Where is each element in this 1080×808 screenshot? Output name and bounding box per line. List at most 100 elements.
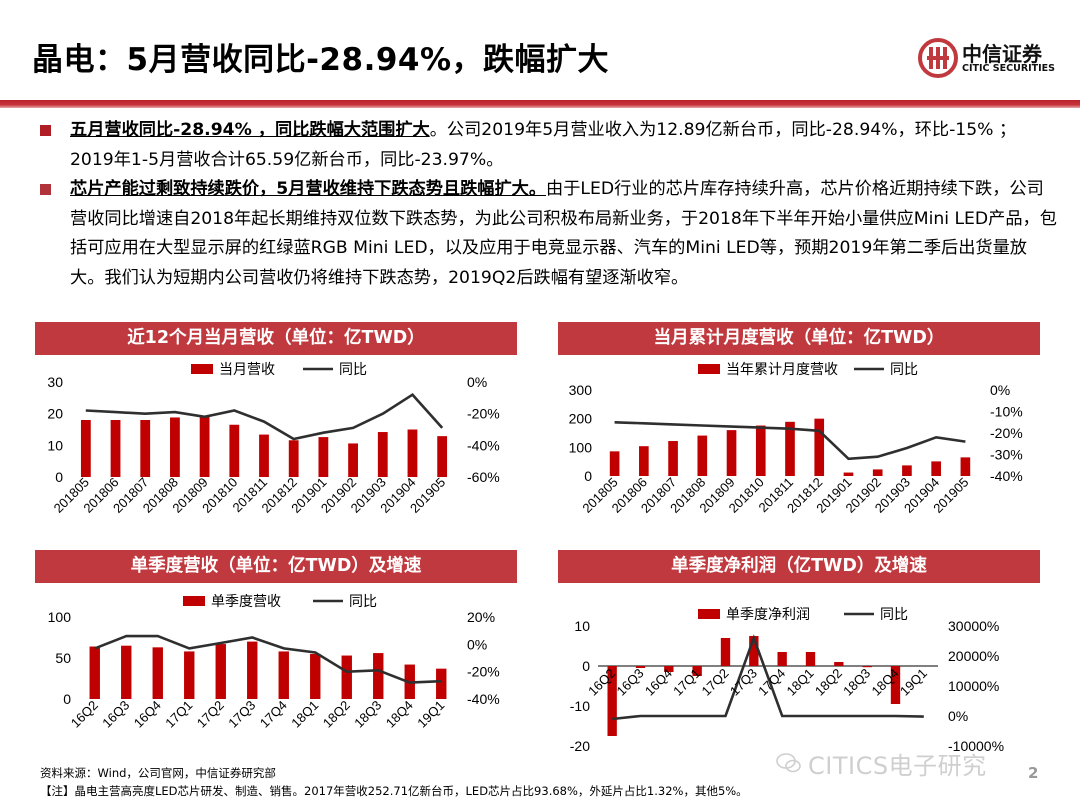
- bar: [199, 416, 210, 477]
- y-tick-label-right: -20%: [990, 425, 1023, 441]
- x-tick-label: 17Q2: [194, 698, 227, 731]
- bar: [89, 646, 100, 699]
- citic-logo: 中信证券 CITIC SECURITIES: [918, 38, 1068, 82]
- x-tick-label: 17Q2: [699, 666, 732, 699]
- bar: [755, 425, 766, 476]
- bar: [805, 652, 816, 666]
- y-tick-label-right: 20%: [467, 609, 495, 625]
- legend-bar-label: 单季度净利润: [726, 606, 810, 622]
- chart-cumulative-revenue: 0100200300-40%-30%-20%-10%0%201805201806…: [569, 361, 1023, 516]
- yoy-line: [612, 634, 924, 721]
- chart-quarterly-profit: -20-10010-10000%0%10000%20000%30000%16Q2…: [570, 606, 1004, 754]
- bar: [215, 644, 226, 699]
- bullet-marker: [40, 184, 51, 195]
- yoy-line: [94, 634, 442, 684]
- bar: [862, 666, 872, 668]
- bar: [348, 443, 358, 477]
- bar: [278, 651, 289, 699]
- bar: [890, 666, 901, 704]
- source-note: 资料来源：Wind，公司官网，中信证券研究部: [40, 766, 276, 780]
- y-tick-label-left: 50: [55, 650, 71, 666]
- y-tick-label-right: -10%: [990, 404, 1023, 420]
- bar: [436, 668, 447, 699]
- chart-monthly-revenue: 0102030-60%-40%-20%0%2018052018062018072…: [47, 361, 500, 516]
- legend-bar-swatch: [698, 364, 720, 374]
- y-tick-label-left: -20: [570, 738, 590, 754]
- x-tick-label: 19Q1: [414, 698, 447, 731]
- y-tick-label-right: 0%: [467, 636, 487, 652]
- bar: [373, 653, 384, 699]
- x-tick-label: 18Q1: [288, 698, 321, 731]
- y-tick-label-right: 30000%: [948, 618, 999, 634]
- x-tick-label: 17Q1: [162, 698, 195, 731]
- bullet-text: 由于LED行业的芯片库存持续升高，芯片价格近期持续下跌，公司营收同比增速自201…: [70, 179, 1057, 288]
- page-title: 晶电：5月营收同比-28.94%，跌幅扩大: [32, 42, 610, 78]
- bar: [668, 441, 678, 476]
- y-tick-label-left: -10: [570, 698, 590, 714]
- bar: [720, 638, 731, 666]
- watermark-text: CITICS电子研究: [808, 752, 987, 780]
- y-tick-label-right: 10000%: [948, 678, 999, 694]
- legend-line-label: 同比: [349, 593, 377, 609]
- bullet-text: 。公司2019年5月营业收入为12.89亿新台币，同比-28.94%，环比-15…: [70, 120, 1017, 170]
- bullet-marker: [40, 125, 51, 136]
- bullet-list: 五月营收同比-28.94% ，同比跌幅大范围扩大。公司2019年5月营业收入为1…: [40, 116, 1060, 293]
- legend-bar-swatch: [183, 596, 205, 606]
- chart-title: 单季度营收（单位：亿TWD）及增速: [35, 550, 517, 583]
- bullet-headline: 芯片产能过剩致持续跌价，5月营收维持下跌态势且跌幅扩大。: [70, 179, 547, 199]
- bar: [814, 418, 825, 476]
- wechat-icon: [776, 753, 801, 773]
- legend-line-label: 同比: [339, 361, 367, 377]
- bar: [259, 434, 269, 477]
- y-tick-label-left: 300: [569, 382, 593, 398]
- bar: [80, 420, 91, 477]
- bar: [749, 636, 759, 666]
- bar: [121, 645, 132, 699]
- chart-quarterly-revenue: 050100-40%-20%0%20%16Q216Q316Q417Q117Q21…: [48, 593, 500, 731]
- x-tick-label: 17Q3: [225, 698, 258, 731]
- chart-title: 当月累计月度营收（单位：亿TWD）: [558, 322, 1040, 355]
- y-tick-label-left: 100: [48, 609, 72, 625]
- citic-logo-icon: [918, 38, 958, 78]
- y-tick-label-right: -20%: [467, 664, 500, 680]
- x-tick-label: 16Q2: [68, 698, 101, 731]
- bar: [110, 420, 121, 477]
- chart-panel-monthly-revenue: 近12个月当月营收（单位：亿TWD） 0 10 20 30 -60% -40% -20% 0%…: [35, 322, 517, 547]
- bar: [834, 662, 844, 666]
- bar: [607, 666, 617, 736]
- x-tick-label: 17Q4: [257, 698, 290, 731]
- y-tick-label-right: -20%: [467, 406, 500, 422]
- x-tick-label: 18Q2: [320, 698, 353, 731]
- y-tick-label-left: 10: [574, 618, 590, 634]
- legend-bar-label: 单季度营收: [211, 593, 281, 609]
- page-number: 2: [1028, 764, 1039, 782]
- bar: [872, 469, 883, 476]
- x-tick-label: 18Q3: [351, 698, 384, 731]
- chart-title: 近12个月当月营收（单位：亿TWD）: [35, 322, 517, 355]
- footnote: 【注】晶电主营高亮度LED芯片研发、制造、销售。2017年营收252.71亿新台…: [40, 784, 748, 798]
- bar: [697, 435, 708, 476]
- y-tick-label-left: 20: [47, 406, 63, 422]
- yoy-line: [85, 393, 444, 441]
- bar: [960, 457, 971, 476]
- x-tick-label: 18Q4: [383, 698, 416, 731]
- bar: [170, 417, 180, 477]
- legend-bar-swatch: [698, 609, 720, 619]
- chart-panel-quarterly-revenue: 单季度营收（单位：亿TWD）及增速 0 50 100 -40% -20% 0% 20% 16Q…: [35, 550, 517, 760]
- header-divider: [0, 100, 1080, 108]
- bar: [437, 436, 448, 477]
- y-tick-label-right: 0%: [948, 708, 968, 724]
- y-tick-label-left: 200: [569, 411, 593, 427]
- bullet-item: 五月营收同比-28.94% ，同比跌幅大范围扩大。公司2019年5月营业收入为1…: [40, 116, 1060, 175]
- legend-bar-label: 当年累计月度营收: [726, 361, 838, 377]
- bar: [902, 465, 912, 476]
- logo-text-en: CITIC SECURITIES: [962, 63, 1056, 74]
- y-tick-label-left: 100: [569, 439, 593, 455]
- x-tick-label: 16Q4: [131, 698, 164, 731]
- legend-line-label: 同比: [880, 606, 908, 622]
- bar: [609, 451, 620, 476]
- y-tick-label-left: 10: [47, 437, 63, 453]
- bar: [785, 421, 795, 476]
- y-tick-label-right: 0%: [990, 382, 1010, 398]
- y-tick-label-right: -40%: [467, 691, 500, 707]
